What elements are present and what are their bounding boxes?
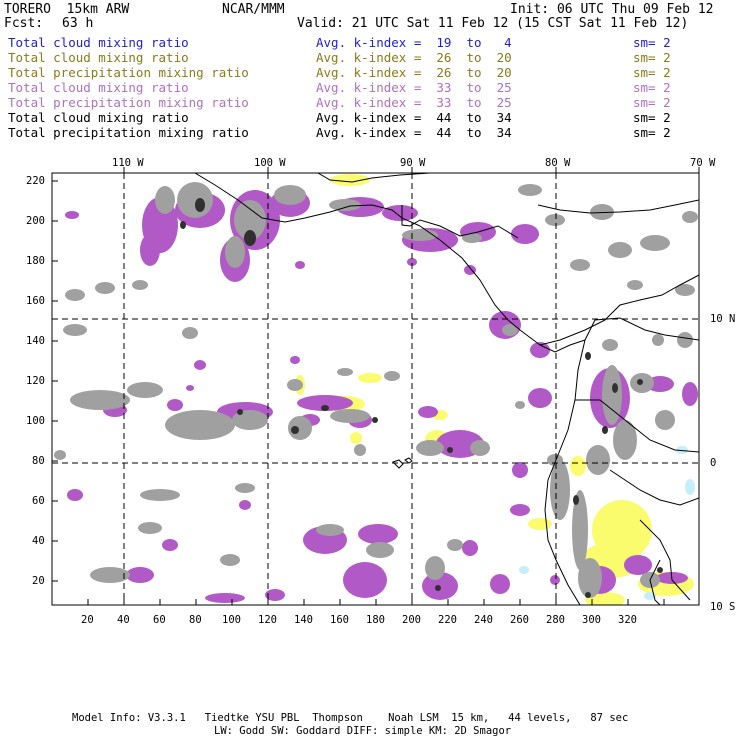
lat-label-equator: 0: [710, 457, 717, 469]
legend-k-index: Avg. k-index = 44 to 34: [316, 125, 512, 140]
legend-k-index: Avg. k-index = 26 to 20: [316, 65, 512, 80]
central-america-border: [401, 205, 519, 239]
y-tick-label: 20: [32, 575, 45, 587]
x-tick-label: 300: [582, 614, 601, 626]
x-tick-label: 160: [330, 614, 349, 626]
galapagos: [392, 457, 413, 469]
legend-smoothing: sm= 2: [633, 95, 671, 110]
colombia-coast: [604, 274, 699, 321]
org-label: NCAR/MMM: [222, 2, 285, 17]
legend-k-index: Avg. k-index = 44 to 34: [316, 110, 512, 125]
legend-field-name: Total precipitation mixing ratio: [8, 65, 249, 80]
coastlines: [194, 173, 699, 605]
mexico-coast: [194, 173, 421, 227]
x-tick-label: 200: [402, 614, 421, 626]
legend-k-index: Avg. k-index = 19 to 4: [316, 35, 512, 50]
lon-label-110w: 110 W: [112, 157, 144, 169]
x-tick-label: 180: [366, 614, 385, 626]
legend-smoothing: sm= 2: [633, 125, 671, 140]
legend-field-name: Total cloud mixing ratio: [8, 35, 189, 50]
model-info-line2: LW: Godd SW: Goddard DIFF: simple KM: 2D…: [214, 725, 512, 737]
legend-smoothing: sm= 2: [633, 110, 671, 125]
legend-field-name: Total cloud mixing ratio: [8, 50, 189, 65]
legend-field-name: Total precipitation mixing ratio: [8, 125, 249, 140]
legend-field-name: Total cloud mixing ratio: [8, 80, 189, 95]
dark-core-areas: [180, 198, 663, 598]
y-tick-label: 120: [26, 375, 45, 387]
valid-time: Valid: 21 UTC Sat 11 Feb 12 (15 CST Sat …: [297, 16, 689, 31]
caribbean-coast: [537, 199, 699, 214]
legend-k-index: Avg. k-index = 33 to 25: [316, 95, 512, 110]
colombia-border: [584, 317, 699, 341]
y-tick-label: 140: [26, 335, 45, 347]
lon-label-90w: 90 W: [400, 157, 426, 169]
legend-smoothing: sm= 2: [633, 50, 671, 65]
x-tick-label: 240: [474, 614, 493, 626]
heavy-cloud-areas: [54, 182, 698, 598]
y-tick-label: 80: [32, 455, 45, 467]
x-tick-label: 140: [294, 614, 313, 626]
legend-field-name: Total precipitation mixing ratio: [8, 95, 249, 110]
x-tick-label: 100: [222, 614, 241, 626]
y-tick-label: 180: [26, 255, 45, 267]
y-tick-label: 220: [26, 175, 45, 187]
lon-label-80w: 80 W: [545, 157, 571, 169]
lon-label-100w: 100 W: [254, 157, 286, 169]
legend-k-index: Avg. k-index = 33 to 25: [316, 80, 512, 95]
forecast-label: Fcst:: [4, 16, 44, 31]
andes-interior: [639, 519, 691, 601]
peru-bolivia-border: [649, 559, 661, 605]
y-tick-label: 200: [26, 215, 45, 227]
x-tick-label: 60: [153, 614, 166, 626]
y-tick-label: 60: [32, 495, 45, 507]
x-tick-label: 280: [546, 614, 565, 626]
x-tick-label: 40: [117, 614, 130, 626]
legend-smoothing: sm= 2: [633, 65, 671, 80]
forecast-hour: 63 h: [62, 16, 94, 31]
lat-label-10n: 10 N: [710, 313, 736, 325]
model-info-line1: Model Info: V3.3.1 Tiedtke YSU PBL Thomp…: [72, 712, 629, 724]
yucatan-coast: [317, 173, 431, 183]
legend-smoothing: sm= 2: [633, 80, 671, 95]
model-title: TORERO 15km ARW: [4, 2, 130, 17]
central-america-coast: [419, 225, 606, 346]
ecuador-peru-border: [575, 399, 699, 453]
init-time: Init: 06 UTC Thu 09 Feb 12: [510, 2, 714, 17]
legend-field-name: Total cloud mixing ratio: [8, 110, 189, 125]
legend-smoothing: sm= 2: [633, 35, 671, 50]
x-tick-label: 260: [510, 614, 529, 626]
y-tick-label: 160: [26, 295, 45, 307]
lat-label-10s: 10 S: [710, 601, 736, 613]
legend-k-index: Avg. k-index = 26 to 20: [316, 50, 512, 65]
peru-brazil-border: [609, 469, 699, 506]
y-tick-label: 100: [26, 415, 45, 427]
south-america-west-coast: [544, 339, 586, 605]
x-tick-label: 320: [618, 614, 637, 626]
x-tick-label: 120: [258, 614, 277, 626]
y-tick-label: 40: [32, 535, 45, 547]
latlon-grid: [52, 173, 699, 605]
x-tick-label: 80: [189, 614, 202, 626]
panama-isthmus: [539, 339, 586, 353]
x-tick-label: 220: [438, 614, 457, 626]
x-tick-label: 20: [81, 614, 94, 626]
axis-ticks: [52, 167, 700, 605]
lon-label-70w: 70 W: [690, 157, 716, 169]
